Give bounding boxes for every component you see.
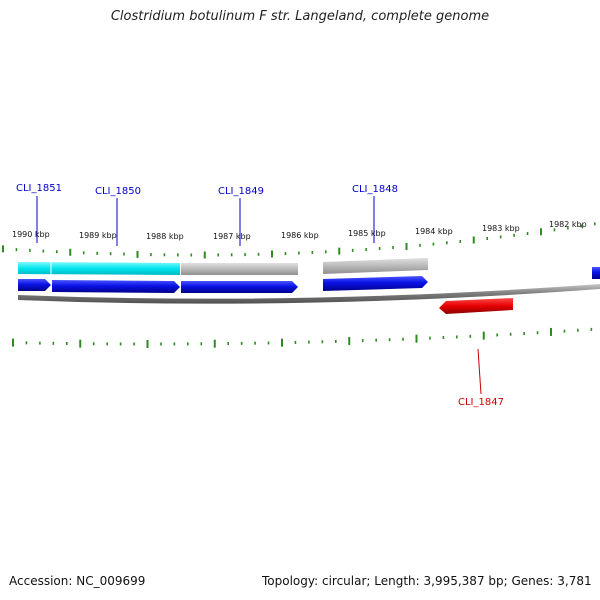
feature-block-gray[interactable] (323, 258, 428, 274)
gene-label-cli-1848[interactable]: CLI_1848 (352, 184, 398, 195)
page-title: Clostridium botulinum F str. Langeland, … (110, 9, 490, 24)
ruler-label: 1988 kbp (146, 232, 184, 241)
gene-label-leaders (36, 196, 482, 395)
gene-arrow-partial[interactable] (592, 267, 600, 279)
ruler-label: 1985 kbp (348, 229, 386, 238)
forward-gene-track (18, 267, 600, 293)
leader-line (477, 348, 482, 395)
gene-labels: CLI_1851 CLI_1850 CLI_1849 CLI_1848 CLI_… (16, 183, 504, 408)
ruler-label: 1983 kbp (482, 224, 520, 233)
gene-label-cli-1851[interactable]: CLI_1851 (16, 183, 62, 194)
feature-track (18, 258, 428, 275)
feature-block-cyan[interactable] (18, 262, 180, 275)
ruler-label: 1984 kbp (415, 227, 453, 236)
genome-backbone (18, 284, 600, 304)
gene-label-cli-1847[interactable]: CLI_1847 (458, 397, 504, 408)
accession-text: Accession: NC_009699 (9, 574, 146, 588)
gene-arrow-cli-1847[interactable] (439, 298, 513, 314)
ruler-labels: 1990 kbp 1989 kbp 1988 kbp 1987 kbp 1986… (12, 220, 587, 241)
ruler-ticks-bottom (12, 327, 593, 348)
ruler-label: 1990 kbp (12, 230, 50, 239)
genome-summary-text: Topology: circular; Length: 3,995,387 bp… (262, 574, 592, 588)
gene-label-cli-1849[interactable]: CLI_1849 (218, 186, 264, 197)
gene-arrow-cli-1850[interactable] (52, 280, 180, 293)
gene-label-cli-1850[interactable]: CLI_1850 (95, 186, 141, 197)
ruler-ticks-top (2, 222, 596, 259)
gene-arrow-cli-1851[interactable] (18, 279, 51, 291)
gene-arrow-cli-1849[interactable] (181, 281, 298, 293)
feature-block-gray[interactable] (181, 263, 298, 275)
ruler-label: 1982 kbp (549, 220, 587, 229)
ruler-label: 1986 kbp (281, 231, 319, 240)
gene-arrow-cli-1848[interactable] (323, 276, 428, 291)
ruler-label: 1987 kbp (213, 232, 251, 241)
ruler-label: 1989 kbp (79, 231, 117, 240)
